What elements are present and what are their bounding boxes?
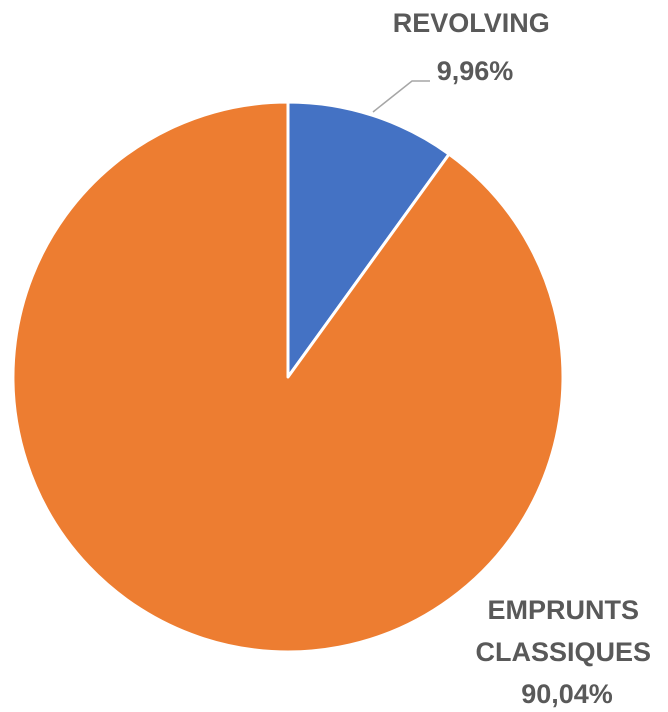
emprunts-label-name-2: CLASSIQUES	[475, 637, 651, 667]
emprunts-label-name: EMPRUNTS	[487, 595, 639, 625]
revolving-label-name: REVOLVING	[393, 8, 550, 38]
emprunts-label: EMPRUNTS CLASSIQUES 90,04%	[475, 595, 658, 709]
pie-slice-revolving	[286, 100, 451, 379]
pie-slices	[11, 100, 565, 654]
revolving-label: REVOLVING 9,96%	[393, 8, 558, 86]
revolving-leader-line	[372, 80, 430, 113]
pie-slice-emprunts-classiques	[11, 100, 565, 654]
revolving-label-value: 9,96%	[437, 56, 514, 86]
emprunts-label-value: 90,04%	[521, 679, 613, 709]
